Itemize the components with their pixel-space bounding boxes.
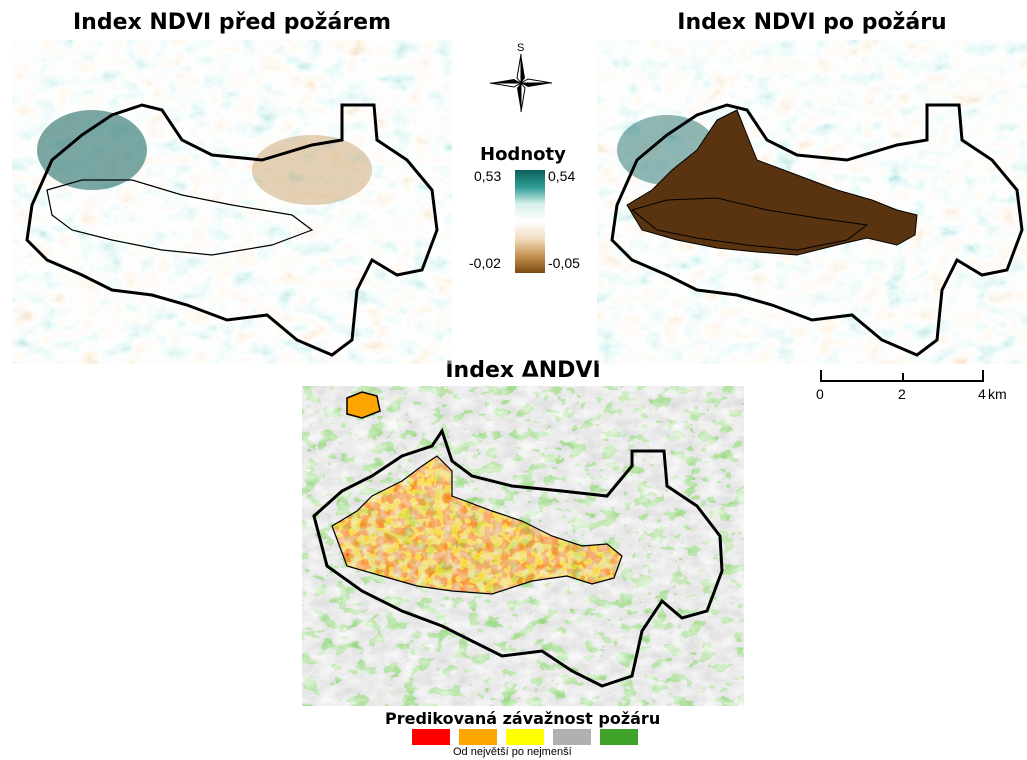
severity-swatch-3 [506, 729, 544, 745]
severity-legend-note: Od největší po nejmenší [453, 746, 572, 758]
title-delta-ndvi: Index ΔNDVI [445, 358, 601, 383]
scale-tick-2: 2 [898, 386, 906, 402]
burned-area [626, 109, 918, 256]
scale-tick-0: 0 [816, 386, 824, 402]
ndvi-before-min: -0,02 [469, 255, 501, 271]
ndvi-before-map [12, 40, 452, 364]
ndvi-before-max: 0,53 [474, 168, 502, 184]
title-ndvi-before: Index NDVI před požárem [72, 10, 392, 35]
burn-area-outline [46, 179, 314, 256]
compass-icon [489, 53, 553, 113]
park-boundary-outline [25, 103, 439, 357]
scale-tick-4: 4 [978, 386, 986, 402]
ndvi-after-map [597, 40, 1027, 364]
ndvi-color-ramp [515, 170, 545, 273]
ndvi-after-min: -0,05 [548, 255, 580, 271]
severity-swatch-5 [600, 729, 638, 745]
burn-area-outline [630, 197, 869, 251]
severity-legend-title: Predikovaná závažnost požáru [385, 709, 661, 728]
north-arrow: S [486, 42, 556, 113]
park-boundary-outline [610, 103, 1024, 357]
ndvi-legend-title: Hodnoty [480, 144, 566, 165]
scale-bar: 0 2 4 km [812, 370, 1012, 410]
scale-unit: km [988, 386, 1007, 402]
ndvi-after-max: 0,54 [548, 168, 576, 184]
severity-swatch-4 [553, 729, 591, 745]
park-boundary-outline [312, 427, 724, 688]
burn-area-outline [331, 455, 623, 595]
delta-ndvi-map [302, 386, 744, 706]
severity-swatch-2 [459, 729, 497, 745]
title-ndvi-after: Index NDVI po požáru [677, 10, 947, 35]
north-arrow-label: S [517, 42, 525, 54]
severity-swatch-1 [412, 729, 450, 745]
